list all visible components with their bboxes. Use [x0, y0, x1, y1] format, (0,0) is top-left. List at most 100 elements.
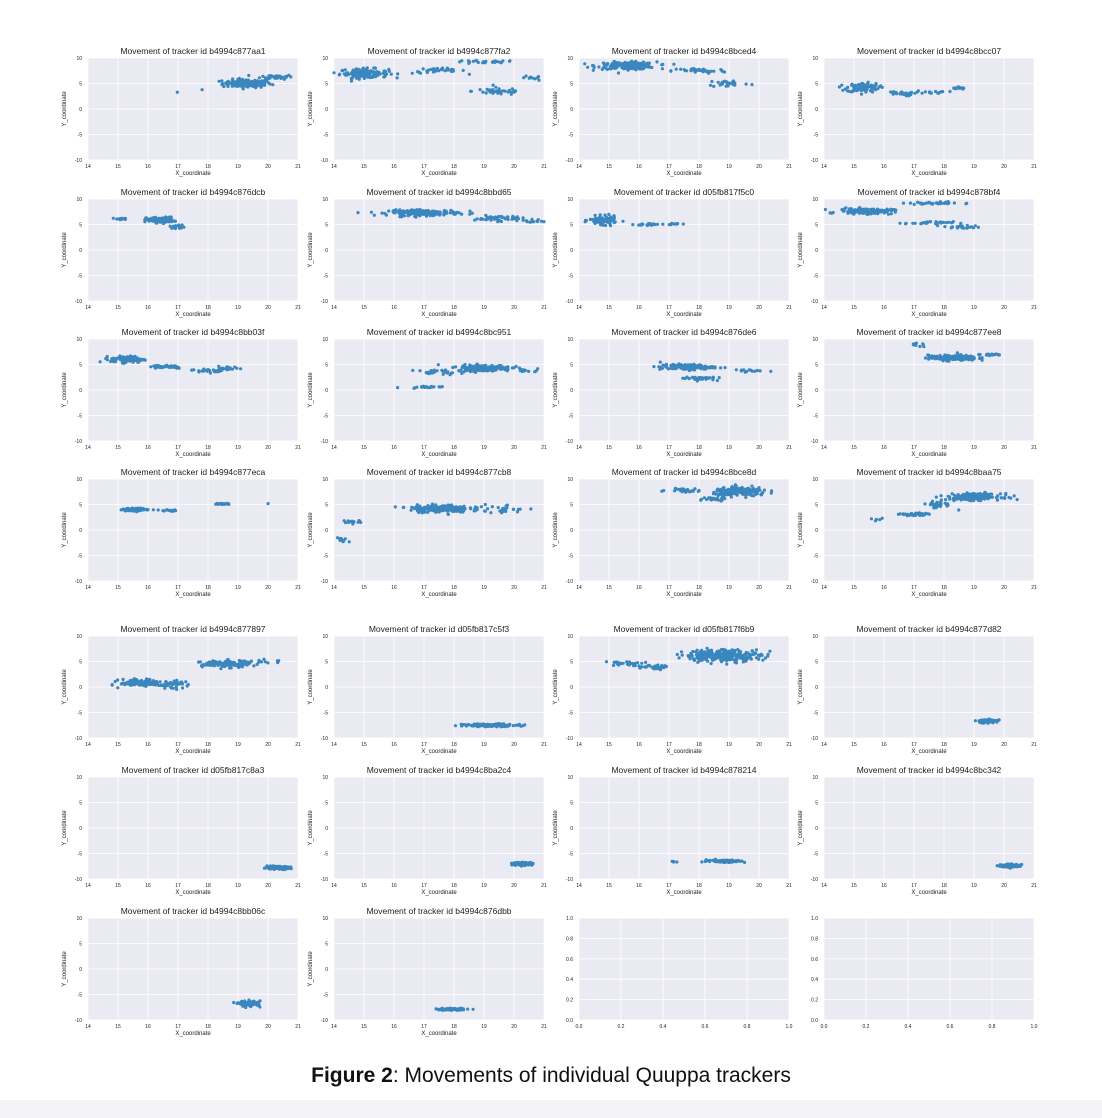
data-point: [683, 376, 687, 381]
data-point: [484, 724, 488, 728]
data-point: [249, 80, 253, 85]
x-tick-label: 14: [85, 742, 91, 748]
x-tick-label: 17: [911, 445, 917, 451]
data-point: [647, 63, 651, 67]
y-axis-label: Y_coordinate: [62, 512, 68, 548]
data-point: [747, 652, 751, 656]
data-point: [133, 679, 137, 683]
data-point: [450, 371, 455, 375]
subplot-title: Movement of tracker id b4994c877ee8: [856, 327, 1001, 337]
data-point: [750, 649, 754, 653]
data-point: [859, 211, 863, 215]
data-point: [217, 364, 221, 368]
data-point: [744, 495, 748, 499]
x-tick-label: 21: [541, 445, 547, 451]
x-tick-label: 14: [821, 742, 827, 748]
data-point: [973, 224, 977, 228]
data-point: [458, 60, 462, 64]
data-point: [598, 213, 602, 217]
data-point: [597, 65, 601, 69]
data-point: [217, 502, 221, 506]
data-point: [522, 76, 526, 80]
data-point: [98, 360, 102, 364]
data-point: [523, 723, 527, 727]
y-axis-label: Y_coordinate: [798, 91, 804, 127]
data-point: [757, 657, 761, 661]
x-tick-label: 20: [756, 305, 762, 311]
data-point: [418, 212, 422, 216]
x-tick-label: 20: [756, 585, 762, 591]
data-point: [428, 506, 432, 510]
data-point: [716, 493, 720, 497]
y-axis-label: Y_coordinate: [553, 91, 559, 127]
data-point: [167, 220, 171, 224]
data-point: [679, 67, 683, 71]
subplot-19: 14 15 16 17 18 19 20 21 -10 -5 0 5 10 Movement of tra…: [551, 622, 797, 760]
data-point: [741, 660, 745, 664]
y-tick-label: -5: [569, 414, 574, 420]
x-tick-label: 19: [481, 883, 487, 889]
x-tick-label: 17: [911, 585, 917, 591]
data-point: [479, 367, 483, 371]
data-point: [874, 517, 878, 522]
data-point: [437, 69, 441, 73]
y-tick-label: 5: [815, 660, 818, 666]
y-tick-label: 5: [325, 82, 328, 88]
data-point: [745, 369, 749, 374]
data-point: [401, 506, 405, 510]
data-point: [666, 367, 670, 371]
data-point: [121, 361, 125, 365]
data-point: [451, 508, 455, 512]
data-point: [728, 652, 732, 656]
data-point: [262, 657, 266, 661]
data-point: [921, 342, 925, 346]
data-point: [536, 75, 541, 79]
data-point: [148, 680, 152, 684]
data-point: [261, 80, 265, 84]
data-point: [768, 649, 772, 653]
x-tick-label: 19: [235, 742, 241, 748]
data-point: [722, 486, 726, 490]
data-point: [170, 365, 174, 369]
data-point: [378, 72, 382, 76]
x-tick-label: 17: [911, 305, 917, 311]
data-point: [613, 660, 617, 664]
data-point: [402, 214, 407, 218]
data-point: [163, 686, 167, 690]
data-point: [254, 80, 258, 85]
data-point: [113, 679, 117, 684]
data-point: [362, 76, 366, 80]
data-point: [373, 66, 378, 70]
scatter-points: [111, 215, 186, 231]
data-point: [987, 353, 992, 357]
x-tick-label: 19: [235, 164, 241, 170]
data-point: [660, 67, 664, 71]
x-tick-label: 16: [881, 164, 887, 170]
data-point: [846, 89, 850, 93]
data-point: [620, 64, 624, 68]
data-point: [151, 679, 155, 683]
data-point: [886, 212, 891, 216]
data-point: [705, 646, 709, 650]
scatter-points: [98, 354, 243, 375]
data-point: [365, 66, 369, 70]
data-point: [930, 202, 934, 206]
data-point: [443, 368, 448, 372]
data-point: [757, 654, 762, 658]
x-tick-label: 19: [481, 585, 487, 591]
data-point: [639, 223, 643, 227]
data-point: [657, 365, 661, 369]
x-tick-label: 18: [451, 164, 457, 170]
data-point: [410, 505, 414, 509]
data-point: [481, 61, 485, 65]
data-point: [436, 363, 440, 367]
data-point: [236, 77, 240, 82]
y-tick-label: 0: [325, 248, 328, 254]
x-tick-label: 17: [175, 445, 181, 451]
data-point: [506, 217, 510, 222]
data-point: [468, 506, 472, 510]
y-tick-label: -5: [324, 133, 329, 139]
x-tick-label: 15: [115, 585, 121, 591]
